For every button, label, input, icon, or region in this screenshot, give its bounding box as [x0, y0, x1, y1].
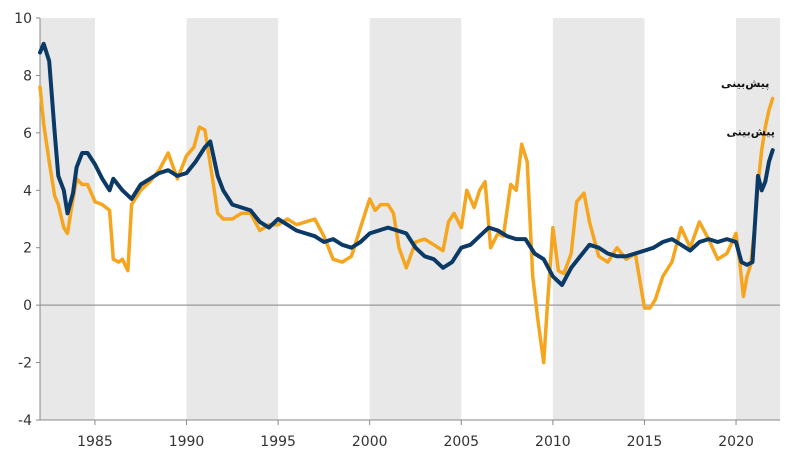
series-line-1	[38, 41, 775, 287]
x-tick-label: 2005	[443, 434, 479, 450]
y-tick-label: 4	[23, 183, 32, 199]
shaded-band-4	[736, 18, 780, 420]
x-tick-label: 1990	[169, 434, 205, 450]
x-tick-label: 1985	[77, 434, 113, 450]
y-tick-label: 0	[23, 298, 32, 314]
x-tick-label: 1995	[260, 434, 296, 450]
annotation-forecast-1: پیش‌بینی	[726, 126, 774, 139]
x-tick-label: 2015	[627, 434, 663, 450]
y-tick-label: 2	[23, 241, 32, 257]
x-tick-label: 2010	[535, 434, 571, 450]
x-tick-label: 2020	[718, 434, 754, 450]
y-tick-label: 6	[23, 126, 32, 142]
y-tick-label: 8	[23, 68, 32, 84]
y-tick-label: -2	[18, 356, 32, 372]
y-tick-label: 10	[14, 11, 32, 27]
series-line-0	[38, 85, 775, 365]
annotation-forecast-0: پیش‌بینی	[721, 77, 769, 90]
shaded-band-2	[369, 18, 462, 420]
shaded-band-0	[40, 18, 95, 420]
shaded-band-3	[552, 18, 645, 420]
x-tick-label: 2000	[352, 434, 388, 450]
y-tick-label: -4	[18, 413, 32, 429]
